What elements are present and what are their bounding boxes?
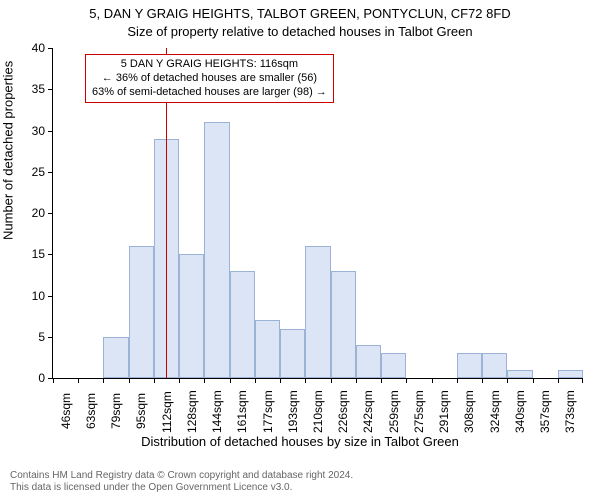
xtick-mark (582, 378, 583, 383)
histogram-bar (129, 246, 154, 378)
annotation-box: 5 DAN Y GRAIG HEIGHTS: 116sqm← 36% of de… (85, 54, 334, 103)
histogram-bar (103, 337, 128, 378)
xtick-mark (482, 378, 483, 383)
xtick-mark (356, 378, 357, 383)
histogram-bar (507, 370, 532, 378)
xtick-label: 63sqm (84, 393, 98, 433)
annotation-line: 63% of semi-detached houses are larger (… (92, 86, 327, 100)
ytick-label: 20 (32, 206, 45, 220)
xtick-mark (558, 378, 559, 383)
xtick-mark (381, 378, 382, 383)
xtick-label: 210sqm (311, 393, 325, 433)
histogram-bar (356, 345, 381, 378)
x-axis-label: Distribution of detached houses by size … (0, 434, 600, 449)
y-axis-label: Number of detached properties (1, 61, 16, 240)
chart-subtitle: Size of property relative to detached ho… (0, 24, 600, 39)
xtick-mark (406, 378, 407, 383)
xtick-mark (204, 378, 205, 383)
ytick-label: 25 (32, 165, 45, 179)
xtick-label: 308sqm (462, 393, 476, 433)
histogram-bar (381, 353, 406, 378)
histogram-bar (457, 353, 482, 378)
ytick-label: 35 (32, 82, 45, 96)
histogram-bar (482, 353, 507, 378)
xtick-label: 259sqm (387, 393, 401, 433)
xtick-label: 128sqm (185, 393, 199, 433)
ytick-label: 30 (32, 124, 45, 138)
ytick-mark (48, 213, 53, 214)
xtick-label: 144sqm (210, 393, 224, 433)
xtick-mark (103, 378, 104, 383)
footer-line-1: Contains HM Land Registry data © Crown c… (10, 470, 590, 482)
xtick-mark (331, 378, 332, 383)
ytick-label: 0 (38, 371, 45, 385)
histogram-bar (558, 370, 583, 378)
chart-title: 5, DAN Y GRAIG HEIGHTS, TALBOT GREEN, PO… (0, 6, 600, 21)
ytick-mark (48, 296, 53, 297)
xtick-mark (129, 378, 130, 383)
xtick-mark (179, 378, 180, 383)
histogram-bar (280, 329, 305, 379)
annotation-line: ← 36% of detached houses are smaller (56… (92, 72, 327, 86)
ytick-mark (48, 254, 53, 255)
xtick-mark (305, 378, 306, 383)
xtick-label: 373sqm (563, 393, 577, 433)
annotation-line: 5 DAN Y GRAIG HEIGHTS: 116sqm (92, 58, 327, 72)
ytick-label: 40 (32, 41, 45, 55)
xtick-mark (533, 378, 534, 383)
ytick-mark (48, 131, 53, 132)
histogram-bar (331, 271, 356, 378)
xtick-mark (432, 378, 433, 383)
xtick-label: 291sqm (437, 393, 451, 433)
histogram-bar (230, 271, 255, 378)
xtick-mark (507, 378, 508, 383)
xtick-mark (255, 378, 256, 383)
xtick-label: 357sqm (538, 393, 552, 433)
xtick-label: 340sqm (513, 393, 527, 433)
ytick-mark (48, 337, 53, 338)
ytick-mark (48, 89, 53, 90)
xtick-label: 161sqm (235, 393, 249, 433)
plot-area: 051015202530354046sqm63sqm79sqm95sqm112s… (52, 48, 583, 379)
footer-attribution: Contains HM Land Registry data © Crown c… (10, 470, 590, 494)
ytick-label: 15 (32, 247, 45, 261)
xtick-label: 112sqm (160, 393, 174, 433)
xtick-label: 46sqm (59, 393, 73, 433)
ytick-label: 10 (32, 289, 45, 303)
xtick-mark (154, 378, 155, 383)
histogram-bar (204, 122, 229, 378)
histogram-bar (305, 246, 330, 378)
chart-root: 5, DAN Y GRAIG HEIGHTS, TALBOT GREEN, PO… (0, 0, 600, 500)
xtick-label: 242sqm (361, 393, 375, 433)
footer-line-2: This data is licensed under the Open Gov… (10, 482, 590, 494)
ytick-mark (48, 172, 53, 173)
xtick-label: 324sqm (488, 393, 502, 433)
xtick-mark (280, 378, 281, 383)
xtick-label: 193sqm (286, 393, 300, 433)
xtick-mark (78, 378, 79, 383)
xtick-label: 177sqm (261, 393, 275, 433)
ytick-mark (48, 48, 53, 49)
xtick-label: 95sqm (134, 393, 148, 433)
xtick-label: 226sqm (336, 393, 350, 433)
histogram-bar (179, 254, 204, 378)
xtick-label: 275sqm (412, 393, 426, 433)
xtick-mark (53, 378, 54, 383)
ytick-label: 5 (38, 330, 45, 344)
xtick-label: 79sqm (109, 393, 123, 433)
xtick-mark (457, 378, 458, 383)
histogram-bar (255, 320, 280, 378)
xtick-mark (230, 378, 231, 383)
